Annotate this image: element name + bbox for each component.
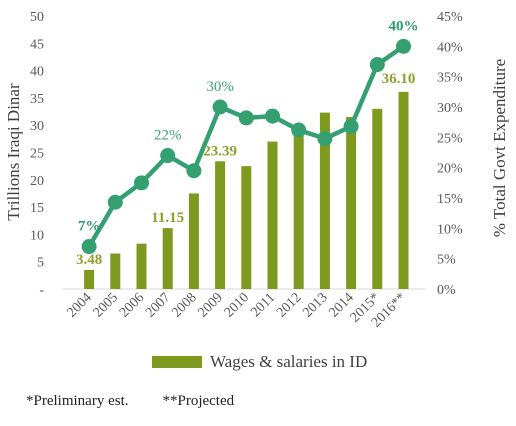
line-point	[134, 175, 149, 191]
x-tick-label: 2005	[91, 290, 121, 320]
footnote-preliminary: *Preliminary est.	[26, 393, 129, 409]
bar	[398, 91, 409, 289]
bar	[372, 108, 383, 289]
legend: Wages & salaries in ID	[152, 352, 367, 372]
right-tick-label: 20%	[437, 162, 463, 177]
bar	[267, 141, 278, 289]
bar-value-label: 11.15	[151, 210, 184, 226]
x-tick-label: 2007	[143, 290, 173, 320]
bar	[241, 166, 252, 289]
line-value-label: 7%	[78, 219, 101, 235]
bar	[84, 269, 95, 289]
line-point	[369, 57, 385, 73]
line-point	[291, 122, 307, 138]
line-point	[81, 239, 97, 255]
footnote-projected: **Projected	[162, 393, 235, 409]
right-axis-title: % Total Govt Expenditure	[490, 59, 509, 237]
bar	[110, 253, 121, 289]
line-value-label: 22%	[154, 128, 182, 144]
line-point	[396, 38, 411, 54]
x-tick-label: 2010	[222, 290, 252, 320]
right-tick-label: 15%	[437, 192, 463, 207]
left-tick-label: 5	[37, 256, 44, 271]
line-point	[212, 99, 228, 115]
left-tick-label: 10	[30, 228, 44, 243]
bar	[346, 117, 357, 289]
x-tick-label: 2004	[65, 290, 95, 320]
x-tick-label: 2008	[169, 290, 199, 320]
bar	[188, 193, 199, 289]
x-tick-label: 2013	[300, 290, 330, 320]
line-point	[160, 148, 176, 164]
bar-value-label: 36.10	[382, 71, 416, 87]
line-value-label: 30%	[206, 79, 234, 95]
left-tick-label: 20	[30, 174, 44, 189]
left-tick-label: 45	[30, 37, 44, 52]
left-tick-label: 25	[30, 147, 44, 162]
right-tick-label: 35%	[437, 71, 463, 86]
bar	[215, 161, 226, 289]
line-point	[107, 194, 123, 210]
right-tick-label: 45%	[437, 10, 463, 25]
line-point	[343, 118, 359, 134]
left-tick-label: 50	[30, 10, 44, 25]
left-tick-label: 15	[30, 201, 44, 216]
x-tick-label: 2006	[117, 290, 147, 320]
line-point	[186, 163, 202, 179]
legend-swatch	[152, 356, 202, 368]
left-tick-label: 40	[30, 65, 44, 80]
line-point	[238, 110, 254, 126]
right-tick-label: 40%	[437, 40, 463, 55]
right-tick-label: 0%	[437, 283, 456, 298]
x-tick-label: 2009	[196, 290, 226, 320]
bar	[293, 127, 304, 290]
x-tick-label: 2012	[274, 290, 304, 320]
line-point	[265, 108, 280, 124]
left-tick-label: -	[39, 283, 44, 298]
right-tick-label: 10%	[437, 222, 463, 237]
left-tick-label: 30	[30, 119, 44, 134]
left-tick-label: 35	[30, 92, 44, 107]
footnotes: *Preliminary est. **Projected	[26, 393, 234, 410]
line-point	[317, 131, 333, 147]
x-tick-label: 2011	[248, 290, 278, 320]
bar-value-label: 3.48	[76, 252, 102, 268]
left-axis-title: Trillions Iraqi Dinar	[4, 83, 23, 221]
right-tick-label: 5%	[437, 253, 456, 268]
line-value-label: 40%	[389, 18, 419, 34]
bar	[319, 112, 330, 289]
chart: - 5 10 15 20 25 30 35 40 45 50 0% 5% 10% 15% 20% 25% 30% 3…	[4, 10, 509, 331]
right-tick-label: 25%	[437, 131, 463, 146]
legend-label: Wages & salaries in ID	[210, 352, 368, 371]
bar	[162, 228, 173, 289]
bar-value-label: 23.39	[203, 143, 237, 159]
bar	[136, 243, 147, 289]
right-tick-label: 30%	[437, 101, 463, 116]
